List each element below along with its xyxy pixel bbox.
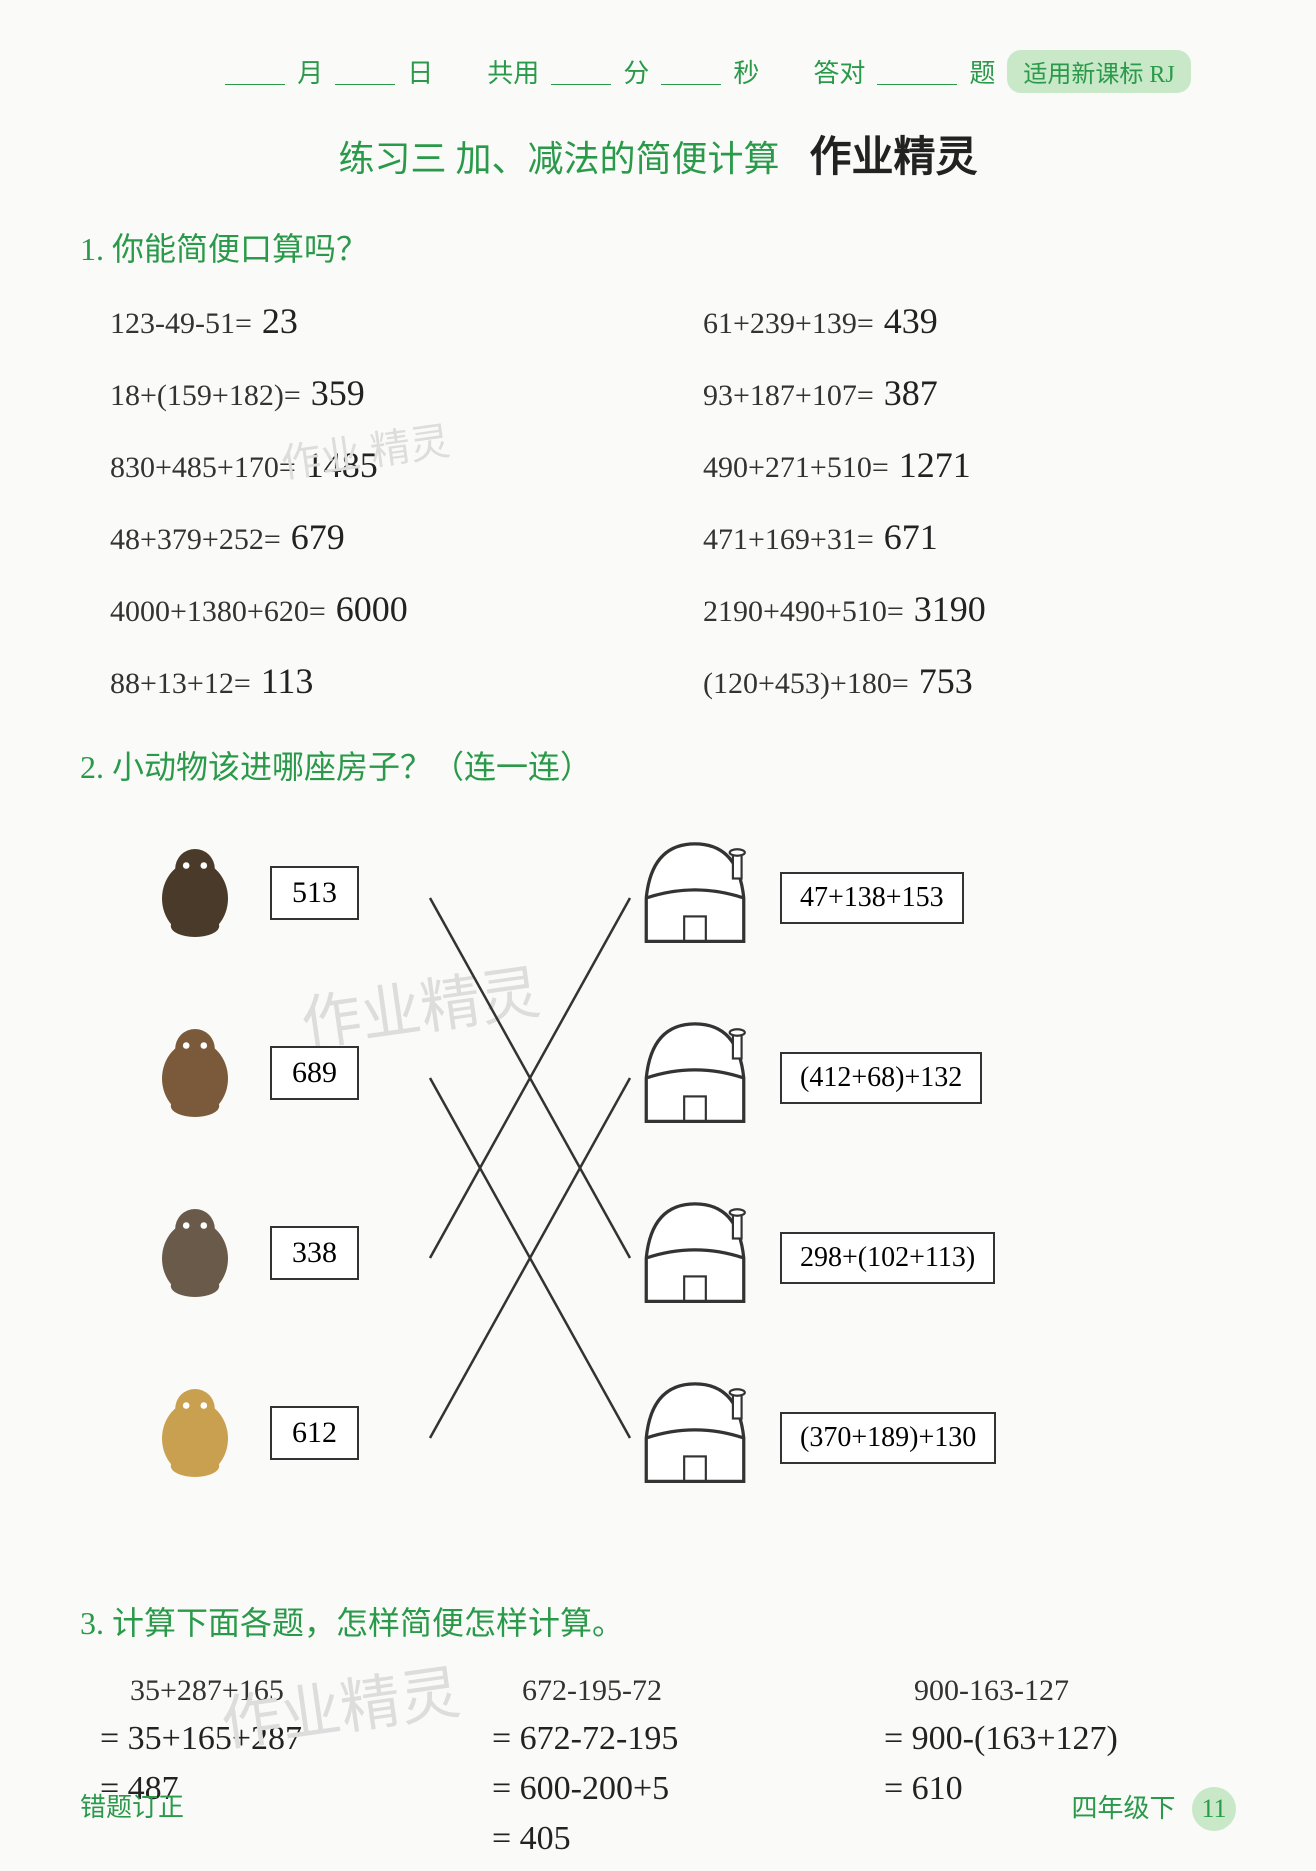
header-row: 月 日 共用 分 秒 答对 题 适用新课标 RJ	[180, 50, 1236, 93]
house-row: (370+189)+130	[630, 1378, 996, 1498]
q2-area: 513 689 338 612 47+138+153 (412+68)+132 …	[140, 818, 1236, 1568]
blank-fen	[551, 59, 611, 85]
q1-expression: 2190+490+510=	[703, 595, 904, 629]
q1-expression: 93+187+107=	[703, 379, 874, 413]
match-line	[430, 898, 630, 1258]
footer-right: 四年级下 11	[1071, 1787, 1236, 1831]
number-box: 513	[270, 866, 359, 920]
q1-expression: 123-49-51=	[110, 307, 252, 341]
q1-expression: 471+169+31=	[703, 523, 874, 557]
house-icon	[630, 838, 760, 958]
expression-box: (370+189)+130	[780, 1412, 996, 1464]
q1-answer: 3190	[914, 588, 986, 630]
number-box: 689	[270, 1046, 359, 1100]
q1-item: 490+271+510= 1271	[703, 444, 1236, 486]
animal-icon	[140, 1018, 250, 1128]
q1-expression: 18+(159+182)=	[110, 379, 301, 413]
animal-icon	[140, 1378, 250, 1488]
q3-heading: 3. 计算下面各题，怎样简便怎样计算。	[80, 1598, 1236, 1644]
label-gongyong: 共用	[487, 53, 539, 90]
q1-answer: 753	[919, 660, 973, 702]
blank-month	[225, 59, 285, 85]
q1-expression: 48+379+252=	[110, 523, 281, 557]
q1-expression: 4000+1380+620=	[110, 595, 326, 629]
q3-step: = 900-(163+127)	[884, 1720, 1236, 1758]
q3-step: = 672-72-195	[492, 1720, 844, 1758]
q1-answer: 6000	[336, 588, 408, 630]
animal-row: 338	[140, 1198, 359, 1308]
house-icon	[630, 1018, 760, 1138]
page-number: 11	[1192, 1787, 1236, 1831]
match-line	[430, 898, 630, 1258]
q1-answer: 359	[311, 372, 365, 414]
house-row: 47+138+153	[630, 838, 964, 958]
q1-answer: 113	[261, 660, 314, 702]
q1-answer: 679	[291, 516, 345, 558]
q1-item: 48+379+252= 679	[110, 516, 643, 558]
animal-icon	[140, 1198, 250, 1308]
badge-curriculum: 适用新课标 RJ	[1007, 50, 1190, 93]
match-line	[430, 1078, 630, 1438]
animal-row: 513	[140, 838, 359, 948]
animal-row: 689	[140, 1018, 359, 1128]
q1-heading: 1. 你能简便口算吗？	[80, 224, 1236, 270]
q1-item: 123-49-51= 23	[110, 300, 643, 342]
label-ti: 题	[969, 53, 995, 90]
q1-expression: 61+239+139=	[703, 307, 874, 341]
footer: 错题订正 四年级下 11	[80, 1787, 1236, 1831]
blank-miao	[661, 59, 721, 85]
q1-expression: 88+13+12=	[110, 667, 251, 701]
q3-step: = 35+165+287	[100, 1720, 452, 1758]
q1-item: 830+485+170= 1485	[110, 444, 643, 486]
house-row: 298+(102+113)	[630, 1198, 995, 1318]
expression-box: (412+68)+132	[780, 1052, 982, 1104]
expression-box: 47+138+153	[780, 872, 964, 924]
q1-expression: 830+485+170=	[110, 451, 296, 485]
label-dadui: 答对	[813, 53, 865, 90]
q3-expression: 35+287+165	[130, 1674, 452, 1708]
house-icon	[630, 1198, 760, 1318]
q1-item: 88+13+12= 113	[110, 660, 643, 702]
q1-item: 93+187+107= 387	[703, 372, 1236, 414]
q1-item: (120+453)+180= 753	[703, 660, 1236, 702]
q1-expression: 490+271+510=	[703, 451, 889, 485]
q1-answer: 439	[884, 300, 938, 342]
label-fen: 分	[623, 53, 649, 90]
q1-item: 61+239+139= 439	[703, 300, 1236, 342]
label-day: 日	[407, 53, 433, 90]
q1-grid: 123-49-51= 23 61+239+139= 439 18+(159+182)= 3…	[110, 300, 1236, 702]
q2-heading: 2. 小动物该进哪座房子？（连一连）	[80, 742, 1236, 788]
q1-expression: (120+453)+180=	[703, 667, 909, 701]
q1-item: 2190+490+510= 3190	[703, 588, 1236, 630]
handwritten-title: 作业精灵	[810, 123, 978, 184]
blank-ti	[877, 59, 957, 85]
label-miao: 秒	[733, 53, 759, 90]
expression-box: 298+(102+113)	[780, 1232, 995, 1284]
title-row: 练习三 加、减法的简便计算 作业精灵	[80, 123, 1236, 184]
q1-item: 471+169+31= 671	[703, 516, 1236, 558]
q3-expression: 672-195-72	[522, 1674, 844, 1708]
house-icon	[630, 1378, 760, 1498]
exercise-title: 练习三 加、减法的简便计算	[338, 130, 779, 182]
animal-icon	[140, 838, 250, 948]
q1-answer: 1485	[306, 444, 378, 486]
number-box: 338	[270, 1226, 359, 1280]
q1-answer: 387	[884, 372, 938, 414]
animal-row: 612	[140, 1378, 359, 1488]
q1-item: 18+(159+182)= 359	[110, 372, 643, 414]
q1-answer: 671	[884, 516, 938, 558]
house-row: (412+68)+132	[630, 1018, 982, 1138]
q1-item: 4000+1380+620= 6000	[110, 588, 643, 630]
number-box: 612	[270, 1406, 359, 1460]
grade-label: 四年级下	[1071, 1794, 1175, 1823]
match-line	[430, 1078, 630, 1438]
q1-answer: 1271	[899, 444, 971, 486]
footer-left: 错题订正	[80, 1787, 184, 1831]
q3-expression: 900-163-127	[914, 1674, 1236, 1708]
blank-day	[335, 59, 395, 85]
label-month: 月	[297, 53, 323, 90]
q1-answer: 23	[262, 300, 298, 342]
